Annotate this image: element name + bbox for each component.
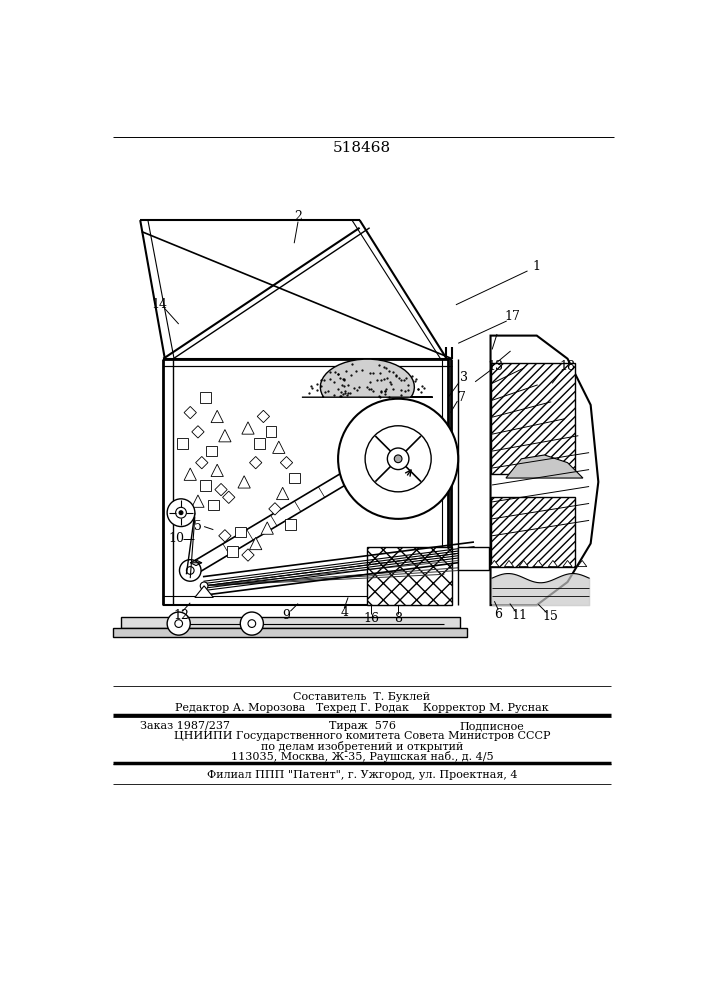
Polygon shape	[549, 560, 558, 567]
Polygon shape	[257, 410, 269, 423]
Circle shape	[365, 426, 431, 492]
Text: 3: 3	[460, 371, 467, 384]
Bar	[491, 497, 575, 567]
Polygon shape	[563, 560, 572, 567]
Text: 2: 2	[294, 210, 302, 223]
Polygon shape	[192, 426, 204, 438]
Polygon shape	[242, 422, 254, 434]
Bar	[121, 617, 460, 628]
Polygon shape	[504, 560, 514, 567]
Polygon shape	[211, 464, 223, 477]
Polygon shape	[302, 359, 433, 397]
Polygon shape	[227, 546, 238, 557]
Text: 5: 5	[194, 520, 202, 533]
Text: Филиал ППП "Патент", г. Ужгород, ул. Проектная, 4: Филиал ППП "Патент", г. Ужгород, ул. Про…	[206, 770, 518, 780]
Circle shape	[180, 560, 201, 581]
Polygon shape	[519, 560, 528, 567]
Circle shape	[240, 612, 264, 635]
Polygon shape	[242, 549, 254, 561]
Bar	[368, 547, 452, 605]
Bar	[113, 628, 467, 637]
Polygon shape	[285, 519, 296, 530]
Polygon shape	[192, 495, 204, 507]
Polygon shape	[215, 483, 227, 496]
Circle shape	[395, 455, 402, 463]
Polygon shape	[578, 560, 587, 567]
Bar	[458, 547, 489, 570]
Polygon shape	[261, 522, 274, 534]
Text: 12: 12	[173, 609, 189, 622]
Polygon shape	[250, 537, 262, 550]
Circle shape	[187, 567, 194, 574]
Text: по делам изобретений и открытий: по делам изобретений и открытий	[261, 741, 463, 752]
Text: 13: 13	[488, 360, 504, 373]
Circle shape	[248, 620, 256, 627]
Polygon shape	[208, 500, 218, 510]
Circle shape	[179, 511, 183, 515]
Text: 15: 15	[543, 610, 559, 623]
Polygon shape	[506, 455, 583, 478]
Circle shape	[200, 582, 208, 590]
Polygon shape	[238, 476, 250, 488]
Polygon shape	[491, 336, 598, 605]
Circle shape	[425, 424, 433, 432]
Text: Составитель  Т. Буклей: Составитель Т. Буклей	[293, 692, 431, 702]
Text: ЦНИИПИ Государственного комитета Совета Министров СССР: ЦНИИПИ Государственного комитета Совета …	[174, 731, 550, 741]
Polygon shape	[200, 480, 211, 491]
Text: 9: 9	[283, 609, 291, 622]
Circle shape	[167, 612, 190, 635]
Polygon shape	[235, 527, 246, 537]
Circle shape	[338, 399, 458, 519]
Text: Подписное: Подписное	[460, 721, 525, 731]
Text: Заказ 1987/237: Заказ 1987/237	[140, 721, 230, 731]
Polygon shape	[218, 530, 231, 542]
Circle shape	[387, 448, 409, 470]
Text: 518468: 518468	[333, 141, 391, 155]
Text: 1: 1	[533, 260, 541, 273]
Text: 7: 7	[458, 391, 466, 404]
Text: 8: 8	[394, 612, 402, 625]
Circle shape	[167, 499, 195, 527]
Text: 17: 17	[504, 310, 520, 323]
Text: 16: 16	[363, 612, 379, 625]
Bar	[491, 363, 575, 474]
Polygon shape	[490, 560, 499, 567]
Text: 10: 10	[168, 532, 185, 545]
Polygon shape	[211, 410, 223, 423]
Polygon shape	[177, 438, 188, 449]
Text: Редактор А. Морозова   Техред Г. Родак    Корректор М. Руснак: Редактор А. Морозова Техред Г. Родак Кор…	[175, 703, 549, 713]
Polygon shape	[250, 456, 262, 469]
Circle shape	[175, 620, 182, 627]
Text: 18: 18	[559, 360, 575, 373]
Polygon shape	[273, 441, 285, 453]
Polygon shape	[266, 426, 276, 437]
Polygon shape	[184, 468, 197, 480]
Text: 6: 6	[494, 608, 502, 621]
Text: Тираж  576: Тираж 576	[329, 721, 396, 731]
Polygon shape	[534, 560, 543, 567]
Text: 14: 14	[151, 298, 168, 311]
Polygon shape	[206, 446, 217, 456]
Polygon shape	[196, 456, 208, 469]
Polygon shape	[269, 503, 281, 515]
Polygon shape	[200, 392, 211, 403]
Polygon shape	[184, 406, 197, 419]
Polygon shape	[288, 473, 300, 483]
Polygon shape	[281, 456, 293, 469]
Polygon shape	[276, 487, 288, 500]
Text: 4: 4	[340, 606, 349, 619]
Polygon shape	[223, 491, 235, 503]
Polygon shape	[195, 586, 214, 597]
Polygon shape	[218, 430, 231, 442]
Polygon shape	[254, 438, 265, 449]
Text: 113035, Москва, Ж-35, Раушская наб., д. 4/5: 113035, Москва, Ж-35, Раушская наб., д. …	[230, 751, 493, 762]
Circle shape	[175, 507, 187, 518]
Circle shape	[418, 417, 440, 439]
Text: 11: 11	[512, 609, 528, 622]
